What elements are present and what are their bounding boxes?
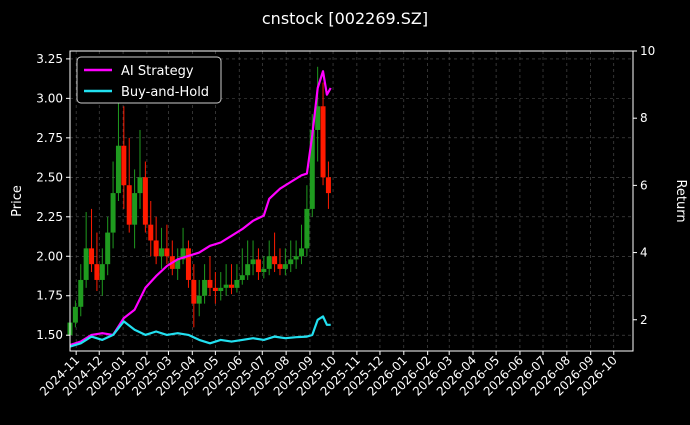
y-tick-label: 1.50 — [36, 328, 63, 342]
candle-body — [250, 259, 256, 265]
candle-body — [320, 106, 326, 178]
candle-body — [304, 208, 310, 249]
y2-tick-label: 2 — [640, 313, 648, 327]
candle-body — [159, 248, 165, 257]
series-line-ai-strategy — [69, 70, 332, 347]
y-tick-label: 2.50 — [36, 170, 63, 184]
plot-frame — [69, 50, 634, 352]
candle-body — [99, 264, 105, 280]
candle-body — [234, 279, 240, 288]
candle-body — [293, 256, 299, 260]
candle-body — [121, 145, 127, 186]
candle-body — [153, 240, 159, 257]
candle-body — [191, 279, 197, 304]
legend-label-ai-strategy: AI Strategy — [121, 64, 194, 79]
y2-tick-label: 10 — [640, 44, 655, 58]
candle-body — [229, 284, 235, 288]
candle-body — [148, 224, 154, 241]
candle-body — [288, 259, 294, 265]
candle-body — [315, 106, 321, 130]
candle-body — [207, 279, 213, 288]
candle-body — [142, 177, 148, 225]
y-tick-label: 1.75 — [36, 289, 63, 303]
candle-body — [245, 264, 251, 276]
y-tick-label: 3.25 — [36, 52, 63, 66]
candle-body — [196, 295, 202, 304]
legend: AI Strategy Buy-and-Hold — [76, 56, 222, 104]
candle-body — [78, 279, 84, 307]
candle-body — [309, 129, 315, 209]
candle-body — [261, 268, 267, 273]
y2-tick-label: 4 — [640, 246, 648, 260]
chart-title: cnstock [002269.SZ] — [262, 9, 428, 28]
candle-body — [164, 248, 170, 257]
candle-body — [132, 193, 138, 225]
candle-body — [282, 264, 288, 269]
series-line-buy-and-hold — [69, 315, 331, 348]
candle-body — [325, 177, 331, 194]
candle-body — [223, 284, 229, 288]
y2-axis-label: Return — [673, 179, 688, 222]
candle-body — [266, 256, 272, 269]
legend-box — [76, 56, 222, 104]
y-tick-label: 2.00 — [36, 249, 63, 263]
candle-body — [83, 248, 89, 280]
candle-body — [126, 185, 132, 225]
y-tick-label: 2.25 — [36, 210, 63, 224]
candle-body — [272, 256, 278, 265]
y2-tick-label: 6 — [640, 178, 648, 192]
legend-label-buy-and-hold: Buy-and-Hold — [121, 85, 209, 100]
y-tick-label: 2.75 — [36, 131, 63, 145]
candle-body — [175, 259, 181, 269]
candle-body — [299, 248, 305, 257]
candle-body — [110, 193, 116, 233]
candle-body — [115, 145, 121, 194]
candle-body — [89, 248, 95, 265]
series-lines — [69, 70, 332, 348]
y-axis-label: Price — [10, 185, 25, 217]
candle-body — [185, 248, 191, 280]
y-tick-label: 3.00 — [36, 91, 63, 105]
candle-body — [202, 279, 208, 296]
candle-body — [72, 306, 78, 323]
candle-body — [239, 275, 245, 280]
candle-body — [277, 264, 283, 269]
candle-body — [212, 287, 218, 291]
candle-body — [105, 232, 111, 265]
y2-tick-label: 8 — [640, 111, 648, 125]
candle-body — [255, 259, 261, 273]
candle-body — [94, 264, 100, 280]
candle-body — [137, 177, 143, 194]
candle-body — [180, 248, 186, 260]
candle-body — [218, 287, 224, 291]
